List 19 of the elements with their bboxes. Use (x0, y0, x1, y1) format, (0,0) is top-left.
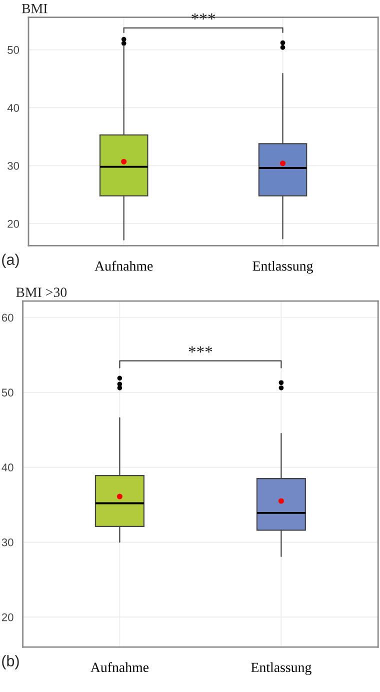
x-tick-label: Entlassung (251, 662, 312, 675)
y-tick-label: 30 (8, 162, 20, 170)
y-tick-label: 20 (2, 613, 14, 622)
y-tick-label: 20 (8, 220, 20, 228)
x-tick-label: Entlassung (252, 260, 313, 274)
x-tick-label: Aufnahme (94, 260, 153, 271)
y-tick-label: 50 (8, 46, 20, 54)
y-tick-label: 40 (7, 104, 20, 112)
chart-title: BMI >30 (16, 288, 67, 297)
text: (a) (2, 254, 19, 268)
y-tick-label: 60 (2, 314, 14, 322)
text: (b) (2, 655, 19, 670)
y-tick-label: 50 (2, 388, 14, 397)
y-tick-label: 30 (2, 538, 14, 546)
y-tick-label: 40 (2, 464, 14, 472)
x-tick-label: Aufnahme (90, 662, 149, 672)
annotation: *** (192, 13, 216, 20)
chart-title: BMI (22, 4, 48, 14)
annotation: *** (188, 346, 212, 353)
